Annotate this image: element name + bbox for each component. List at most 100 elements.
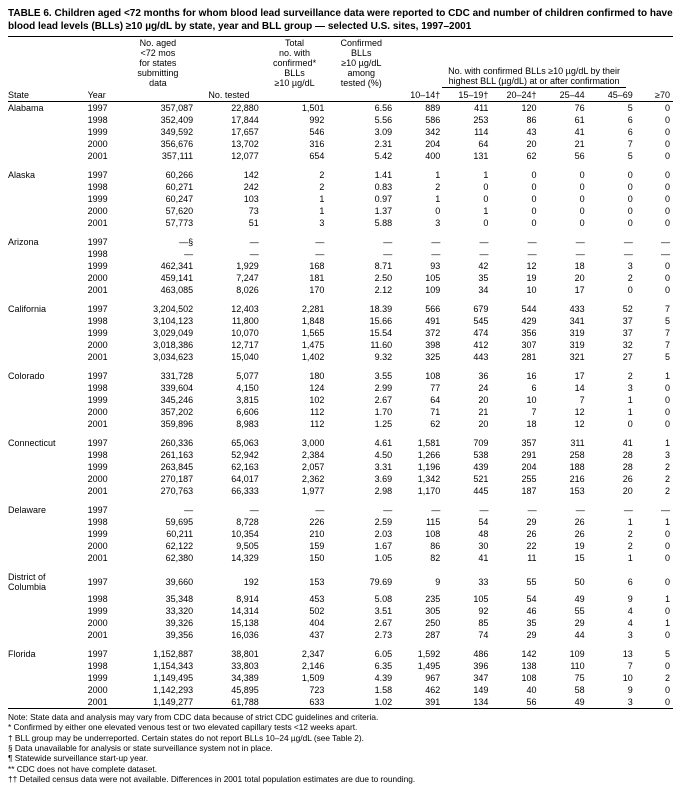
data-cell: 55 bbox=[491, 571, 539, 593]
data-cell: 60,211 bbox=[120, 528, 197, 540]
data-cell: 5.56 bbox=[327, 114, 395, 126]
data-cell: 20 bbox=[540, 272, 588, 284]
data-cell: 109 bbox=[395, 284, 443, 296]
data-cell: 17,657 bbox=[196, 126, 262, 138]
data-cell: 586 bbox=[395, 114, 443, 126]
data-cell: 52,942 bbox=[196, 449, 262, 461]
year-cell: 1998 bbox=[85, 114, 120, 126]
data-cell: 502 bbox=[262, 605, 328, 617]
table-row: 199933,32014,3145023.5130592465540 bbox=[8, 605, 673, 617]
data-cell: 6.05 bbox=[327, 648, 395, 660]
data-cell: 76 bbox=[540, 102, 588, 115]
data-cell: 260,336 bbox=[120, 437, 197, 449]
data-cell: 0 bbox=[540, 181, 588, 193]
data-cell: 12,717 bbox=[196, 339, 262, 351]
data-cell: 188 bbox=[540, 461, 588, 473]
year-cell: 2001 bbox=[85, 696, 120, 709]
table-row: 20013,034,62315,0401,4029.32325443281321… bbox=[8, 351, 673, 363]
data-cell: 0 bbox=[588, 193, 636, 205]
data-cell: 3,104,123 bbox=[120, 315, 197, 327]
data-cell: 1.25 bbox=[327, 418, 395, 430]
table-row: 19991,149,49534,3891,5094.39967347108751… bbox=[8, 672, 673, 684]
data-cell: 3,034,623 bbox=[120, 351, 197, 363]
table-row: Alaska199760,26614221.41110000 bbox=[8, 169, 673, 181]
data-cell: 2,384 bbox=[262, 449, 328, 461]
data-cell: 54 bbox=[491, 593, 539, 605]
year-cell: 1997 bbox=[85, 648, 120, 660]
state-cell bbox=[8, 485, 85, 497]
data-cell: 54 bbox=[443, 516, 491, 528]
data-cell: 45,895 bbox=[196, 684, 262, 696]
data-cell: 33 bbox=[443, 571, 491, 593]
data-cell: 9 bbox=[588, 593, 636, 605]
data-cell: 39,356 bbox=[120, 629, 197, 641]
data-cell: — bbox=[443, 248, 491, 260]
data-cell: — bbox=[540, 504, 588, 516]
data-cell: 1 bbox=[262, 205, 328, 217]
data-cell: 36 bbox=[443, 370, 491, 382]
data-cell: 56 bbox=[491, 696, 539, 709]
data-cell: 105 bbox=[443, 593, 491, 605]
year-cell: 2001 bbox=[85, 150, 120, 162]
data-cell: 7 bbox=[636, 303, 673, 315]
year-cell: 1997 bbox=[85, 236, 120, 248]
state-cell: Delaware bbox=[8, 504, 85, 516]
data-cell: 114 bbox=[443, 126, 491, 138]
data-cell: 7 bbox=[636, 327, 673, 339]
data-cell: 32 bbox=[588, 339, 636, 351]
data-cell: 5 bbox=[636, 315, 673, 327]
data-cell: 1,475 bbox=[262, 339, 328, 351]
data-cell: 2 bbox=[588, 528, 636, 540]
data-cell: 49 bbox=[540, 593, 588, 605]
table-row: 2001357,11112,0776545.42400131625650 bbox=[8, 150, 673, 162]
data-cell: 1,929 bbox=[196, 260, 262, 272]
year-cell: 1997 bbox=[85, 504, 120, 516]
data-cell: 55 bbox=[540, 605, 588, 617]
data-cell: 0 bbox=[636, 418, 673, 430]
data-cell: 18 bbox=[540, 260, 588, 272]
year-cell: 1998 bbox=[85, 593, 120, 605]
data-cell: 192 bbox=[196, 571, 262, 593]
data-cell: — bbox=[491, 504, 539, 516]
data-cell: 75 bbox=[540, 672, 588, 684]
data-cell: 62 bbox=[395, 418, 443, 430]
data-cell: 105 bbox=[395, 272, 443, 284]
data-cell: — bbox=[636, 248, 673, 260]
data-cell: 325 bbox=[395, 351, 443, 363]
data-cell: 12,403 bbox=[196, 303, 262, 315]
data-cell: 39,660 bbox=[120, 571, 197, 593]
data-cell: 6 bbox=[588, 571, 636, 593]
table-row: 199859,6958,7282262.5911554292611 bbox=[8, 516, 673, 528]
data-cell: 0 bbox=[636, 169, 673, 181]
data-cell: 57,620 bbox=[120, 205, 197, 217]
table-row: 2000356,67613,7023162.3120464202170 bbox=[8, 138, 673, 150]
data-cell: 1,170 bbox=[395, 485, 443, 497]
data-cell: 8,728 bbox=[196, 516, 262, 528]
data-cell: 37 bbox=[588, 315, 636, 327]
year-cell: 1999 bbox=[85, 605, 120, 617]
data-cell: — bbox=[327, 236, 395, 248]
data-cell: 633 bbox=[262, 696, 328, 709]
year-cell: 1998 bbox=[85, 516, 120, 528]
data-cell: 15.54 bbox=[327, 327, 395, 339]
data-cell: 1 bbox=[443, 169, 491, 181]
data-cell: 66,333 bbox=[196, 485, 262, 497]
data-cell: 307 bbox=[491, 339, 539, 351]
data-cell: 0 bbox=[443, 217, 491, 229]
data-cell: 64 bbox=[443, 138, 491, 150]
data-cell: 1,266 bbox=[395, 449, 443, 461]
data-cell: 60,271 bbox=[120, 181, 197, 193]
data-cell: 52 bbox=[588, 303, 636, 315]
data-cell: 6 bbox=[491, 382, 539, 394]
data-cell: 356,676 bbox=[120, 138, 197, 150]
year-cell: 1999 bbox=[85, 672, 120, 684]
data-cell: 1 bbox=[588, 516, 636, 528]
data-cell: 679 bbox=[443, 303, 491, 315]
data-cell: 9 bbox=[588, 684, 636, 696]
year-cell: 1998 bbox=[85, 449, 120, 461]
data-cell: 0 bbox=[636, 684, 673, 696]
data-cell: 3 bbox=[395, 217, 443, 229]
data-cell: — bbox=[636, 236, 673, 248]
data-cell: 3.51 bbox=[327, 605, 395, 617]
data-cell: 153 bbox=[262, 571, 328, 593]
